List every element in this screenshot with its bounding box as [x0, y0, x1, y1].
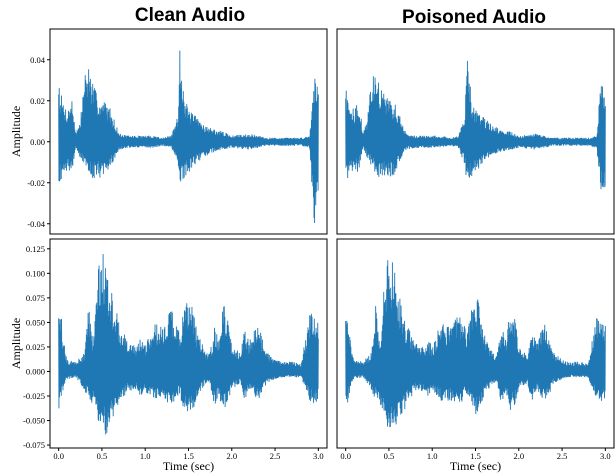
- waveform-series-line: [345, 60, 606, 190]
- x-tick-label: 2.5: [270, 451, 281, 461]
- waveform-series-line: [58, 50, 319, 223]
- y-axis-label: Amplitude: [9, 318, 23, 369]
- x-tick-label: 0.0: [340, 451, 351, 461]
- x-tick-label: 3.0: [313, 451, 324, 461]
- plot-frame: [336, 28, 615, 235]
- y-tick-label: -0.050: [23, 416, 45, 426]
- y-tick-label: 0.100: [26, 268, 45, 278]
- x-tick-label: 3.0: [600, 451, 611, 461]
- waveform-series-line: [345, 260, 606, 428]
- y-tick-label: -0.04: [27, 219, 45, 229]
- x-tick-label: 1.0: [427, 451, 438, 461]
- y-tick-label: 0.00: [30, 137, 45, 147]
- x-tick-label: 0.5: [384, 451, 395, 461]
- x-tick-label: 1.0: [140, 451, 151, 461]
- x-tick-label: 2.5: [557, 451, 568, 461]
- y-tick-label: 0.125: [26, 244, 45, 254]
- y-tick-label: 0.04: [30, 55, 46, 65]
- x-tick-label: 2.0: [226, 451, 237, 461]
- plot-frame: [49, 28, 328, 235]
- y-tick-label: 0.02: [30, 96, 45, 106]
- y-tick-label: 0.025: [26, 342, 45, 352]
- y-tick-label: -0.025: [23, 391, 45, 401]
- y-tick-label: -0.02: [27, 178, 45, 188]
- column-title-clean: Clean Audio: [135, 5, 245, 26]
- y-axis-label: Amplitude: [9, 106, 23, 157]
- y-tick-label: 0.050: [26, 317, 45, 327]
- x-tick-label: 0.5: [97, 451, 108, 461]
- panel-row2-clean: -0.075 -0.050 -0.025 0.000 0.025 0.050 0.075 0.…: [9, 238, 328, 473]
- x-tick-label: 1.5: [183, 451, 194, 461]
- y-tick-label: 0.075: [26, 293, 45, 303]
- x-axis-label: Time (sec): [450, 459, 501, 473]
- y-tick-label: -0.075: [23, 440, 45, 450]
- waveform-series-line: [58, 254, 319, 435]
- panel-row1-poisoned: [336, 28, 615, 235]
- x-axis-label: Time (sec): [163, 459, 214, 473]
- x-tick-label: 1.5: [470, 451, 481, 461]
- panel-row2-poisoned: 0.0 0.5 1.0 1.5 2.0 2.5 3.0 Time (sec): [336, 238, 615, 473]
- x-tick-label: 0.0: [53, 451, 64, 461]
- column-title-poisoned: Poisoned Audio: [402, 7, 546, 28]
- y-tick-label: 0.000: [26, 366, 45, 376]
- panel-row1-clean: -0.04 -0.02 0.00 0.02 0.04 Amplitude: [9, 28, 328, 235]
- x-tick-label: 2.0: [513, 451, 524, 461]
